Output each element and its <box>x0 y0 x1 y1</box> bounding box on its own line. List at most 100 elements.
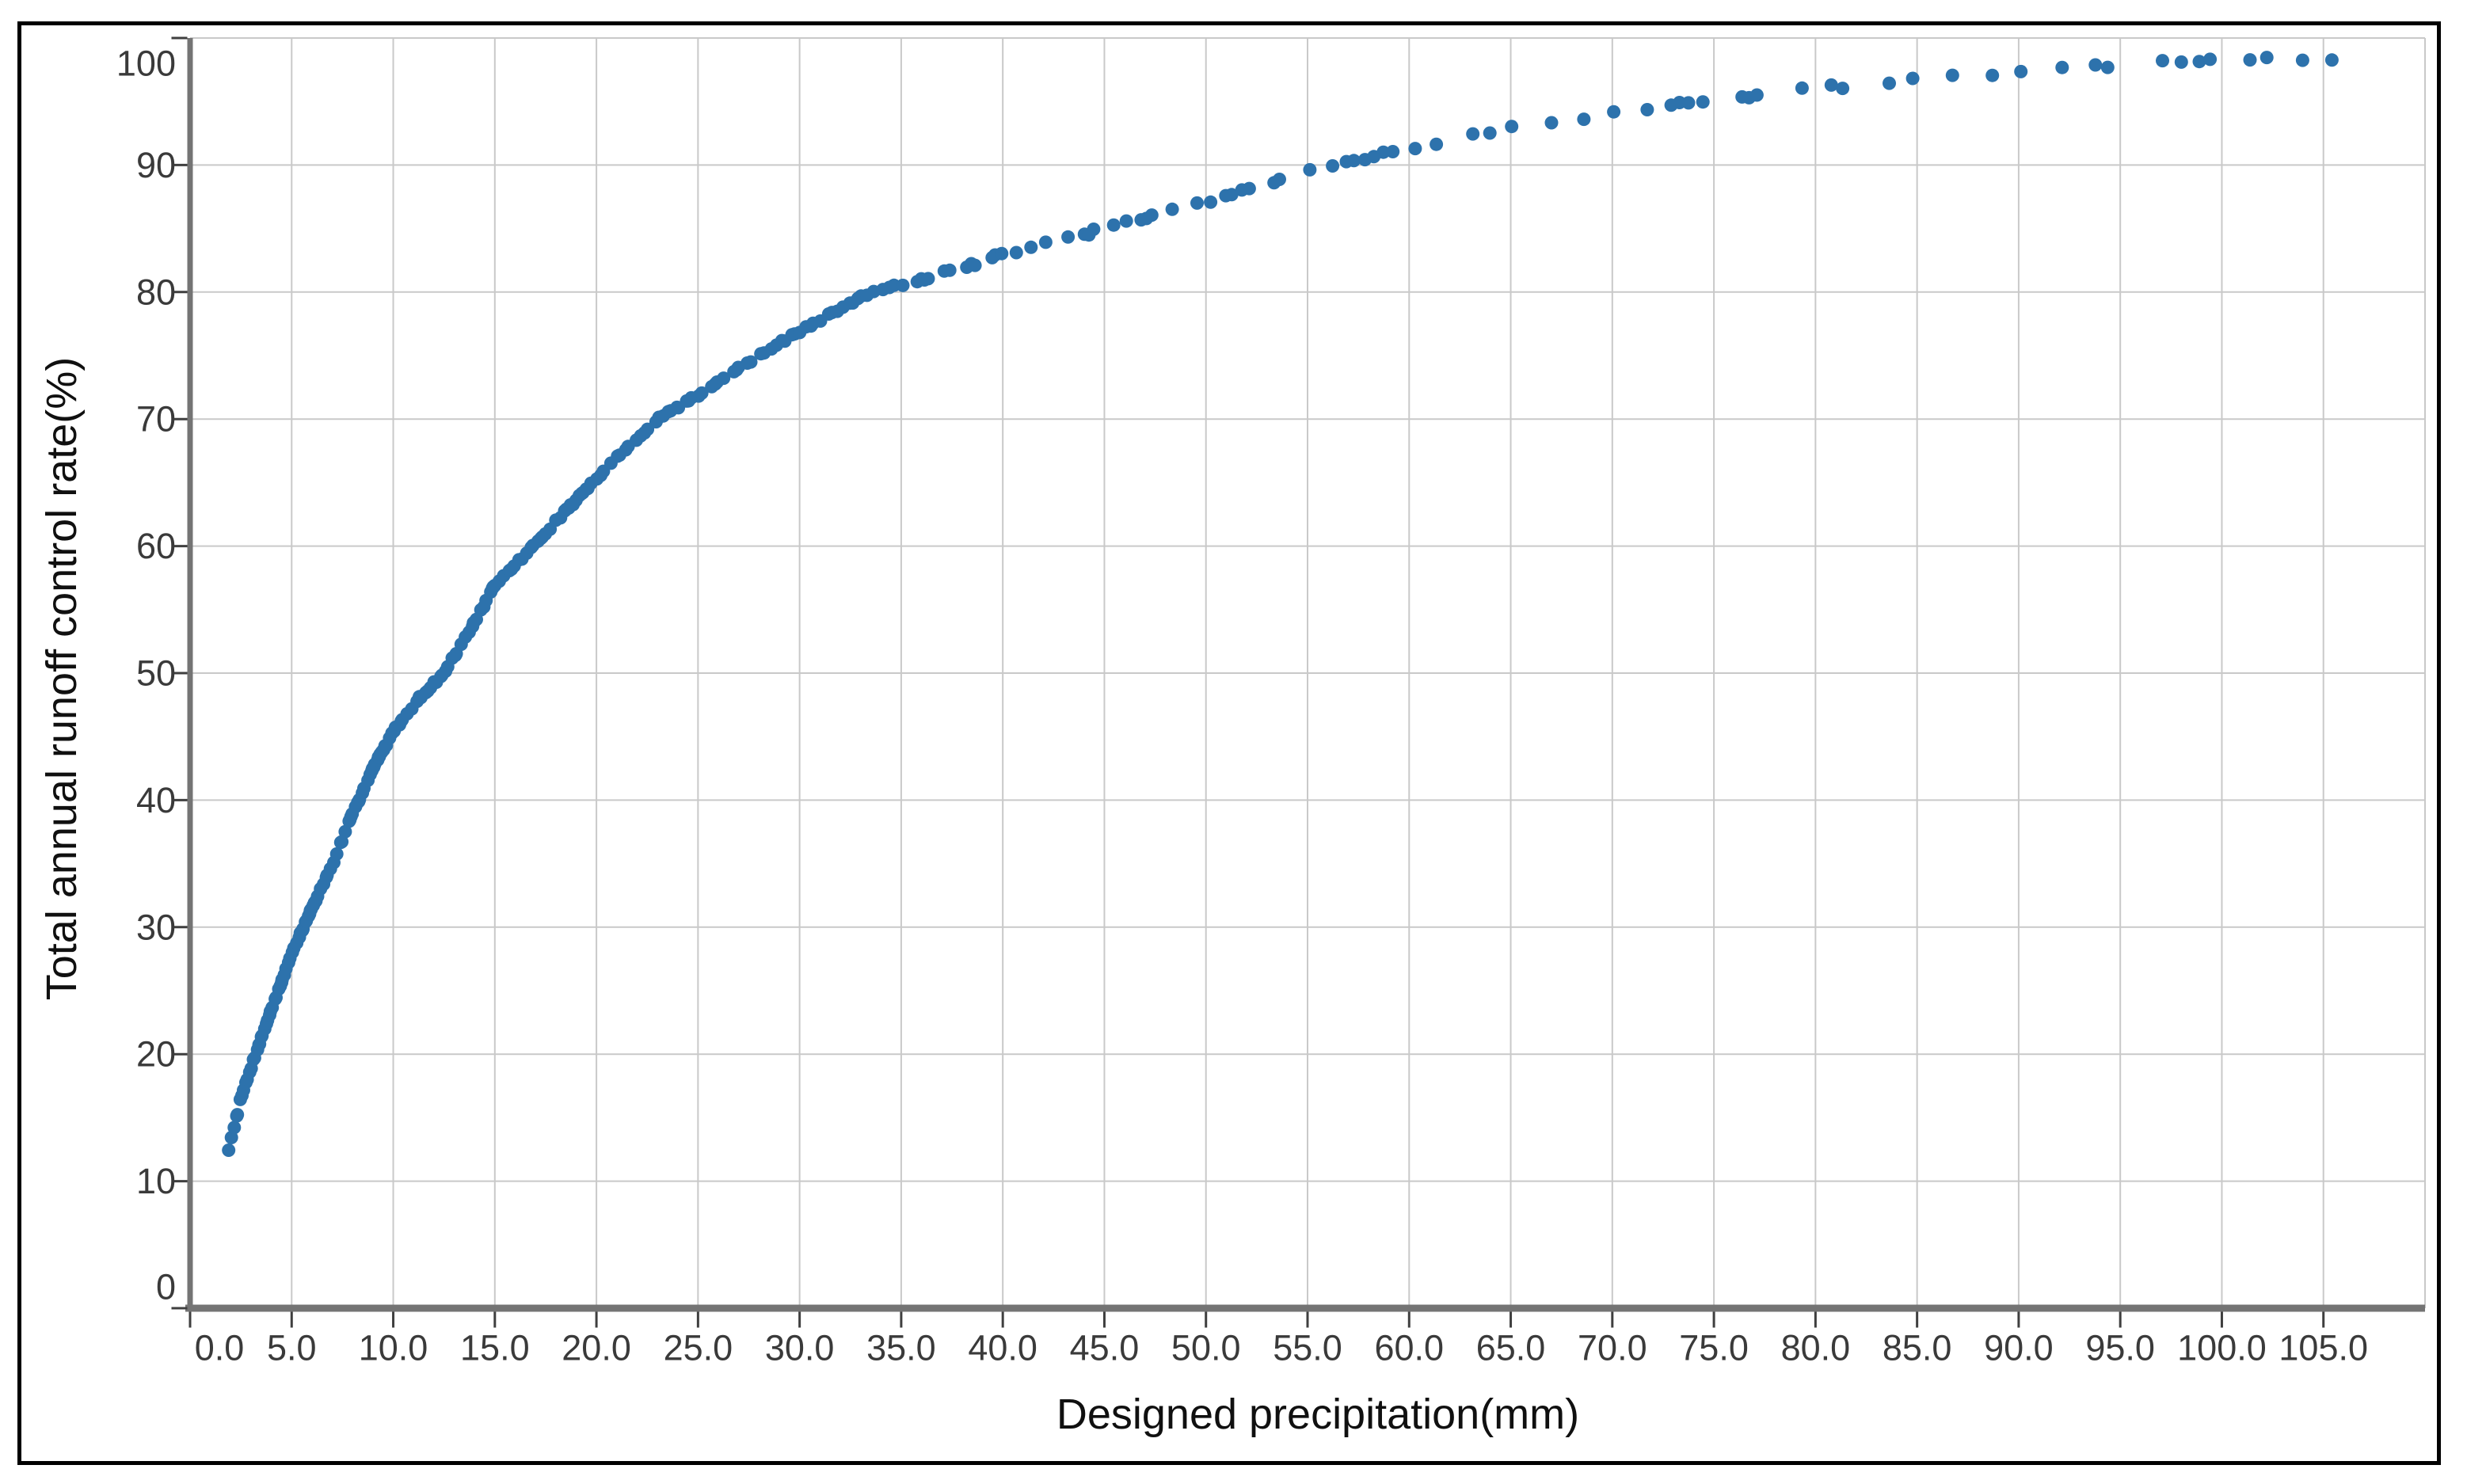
tick-label: 55.0 <box>1273 1328 1342 1368</box>
data-point <box>1544 116 1559 130</box>
x-axis-tick-labels: 0.0 5.0 10.0 15.0 20.0 25.0 30.0 35.0 40.0 45.0 50… <box>195 1328 2368 1368</box>
data-point <box>1190 196 1204 210</box>
data-point <box>1204 195 1218 209</box>
data-point <box>1905 71 1920 86</box>
tick-label: 35.0 <box>866 1328 936 1368</box>
data-point <box>1795 81 1809 95</box>
data-point <box>921 272 935 286</box>
data-point <box>695 386 709 400</box>
data-point <box>2192 55 2206 69</box>
tick-label: 50.0 <box>1171 1328 1241 1368</box>
data-point <box>1607 105 1621 119</box>
data-point <box>338 824 352 839</box>
data-point <box>1836 82 1850 96</box>
tick-label: 30 <box>136 907 176 947</box>
data-point <box>717 371 731 386</box>
tick-label: 20 <box>136 1034 176 1075</box>
tick-label: 75.0 <box>1679 1328 1749 1368</box>
tick-label: 85.0 <box>1883 1328 1952 1368</box>
data-point <box>2088 58 2103 72</box>
data-point <box>2324 53 2339 67</box>
data-point <box>744 355 758 369</box>
data-point <box>995 246 1009 261</box>
tick-label: 40.0 <box>968 1328 1037 1368</box>
y-axis-title: Total annual runoff control rate(%) <box>38 356 86 1001</box>
data-point <box>1824 78 1838 92</box>
data-point <box>1106 218 1121 232</box>
data-point <box>2295 53 2309 67</box>
tick-label: 70 <box>136 399 176 439</box>
data-point <box>968 258 982 272</box>
tick-label: 0 <box>156 1267 176 1307</box>
data-point <box>1408 142 1422 156</box>
data-point <box>1242 181 1256 196</box>
data-point <box>1945 68 1959 82</box>
data-point <box>1376 145 1391 159</box>
data-point <box>1985 68 2000 82</box>
data-point <box>2260 51 2274 65</box>
data-point <box>1430 137 1444 151</box>
data-point <box>1224 188 1239 202</box>
data-point <box>1326 159 1340 173</box>
data-point <box>1466 127 1480 141</box>
data-point <box>2156 54 2169 68</box>
tick-label: 70.0 <box>1578 1328 1647 1368</box>
data-point <box>2014 64 2028 78</box>
data-point <box>1061 230 1076 244</box>
chart-border-frame <box>17 21 2441 1465</box>
data-point <box>1009 245 1023 260</box>
tick-marks <box>171 36 2325 1328</box>
data-point <box>1119 214 1133 228</box>
data-point <box>2203 52 2218 67</box>
tick-label: 100 <box>116 44 176 84</box>
data-point <box>1038 235 1053 249</box>
data-point <box>896 278 910 292</box>
data-point <box>1024 240 1038 254</box>
data-point <box>1273 173 1286 186</box>
y-axis-tick-labels: 0 10 20 30 40 50 60 70 80 90 100 <box>116 44 176 1307</box>
tick-label: 10.0 <box>359 1328 428 1368</box>
tick-label: 30.0 <box>765 1328 835 1368</box>
data-point <box>1087 223 1101 236</box>
data-point <box>942 263 957 277</box>
tick-label: 80.0 <box>1781 1328 1851 1368</box>
tick-label: 25.0 <box>664 1328 733 1368</box>
data-point <box>329 847 344 861</box>
data-point <box>1347 154 1361 168</box>
tick-label: 65.0 <box>1476 1328 1546 1368</box>
data-point <box>2100 60 2115 74</box>
data-point <box>1483 126 1497 140</box>
data-point <box>1696 95 1710 109</box>
tick-label: 50 <box>136 653 176 694</box>
data-point <box>1505 120 1519 134</box>
data-point <box>2174 55 2188 69</box>
tick-label: 105.0 <box>2279 1328 2368 1368</box>
data-point <box>1303 162 1317 177</box>
data-points <box>222 51 2339 1157</box>
data-point <box>335 835 349 849</box>
tick-label: 100.0 <box>2177 1328 2267 1368</box>
data-point <box>1681 96 1696 110</box>
tick-label: 90.0 <box>1984 1328 2054 1368</box>
tick-label: 15.0 <box>460 1328 530 1368</box>
tick-label: 60 <box>136 526 176 566</box>
tick-label: 5.0 <box>267 1328 317 1368</box>
data-point <box>1883 76 1896 90</box>
tick-label: 80 <box>136 272 176 312</box>
data-point <box>2243 53 2257 67</box>
tick-label: 90 <box>136 145 176 185</box>
tick-label: 45.0 <box>1070 1328 1140 1368</box>
data-point <box>222 1143 236 1157</box>
tick-label: 20.0 <box>562 1328 631 1368</box>
data-point <box>1577 112 1591 127</box>
data-point <box>1640 103 1654 116</box>
data-point <box>2055 60 2069 74</box>
data-point <box>1165 202 1179 216</box>
data-point <box>1144 208 1159 223</box>
x-axis-title: Designed precipitation(mm) <box>1056 1391 1580 1438</box>
tick-label: 0.0 <box>195 1328 245 1368</box>
tick-label: 95.0 <box>2085 1328 2155 1368</box>
tick-label: 40 <box>136 780 176 820</box>
